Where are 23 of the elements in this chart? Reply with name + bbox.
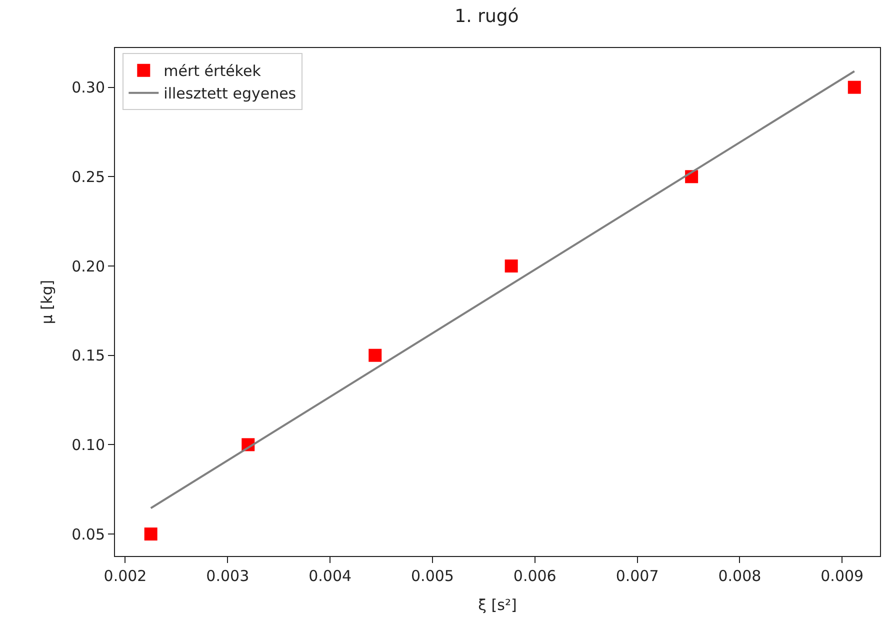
legend-label: illesztett egyenes (164, 84, 296, 103)
y-axis-title: μ [kg] (38, 280, 56, 324)
x-tick-label: 0.006 (513, 567, 556, 585)
x-tick-label: 0.009 (820, 567, 864, 585)
chart-title: 1. rugó (454, 6, 519, 28)
x-tick-label: 0.007 (616, 567, 659, 585)
y-tick-label: 0.25 (72, 168, 105, 186)
point (848, 80, 861, 94)
x-tick-label: 0.004 (308, 567, 352, 585)
point (144, 528, 158, 541)
point (504, 260, 518, 272)
legend-label: mért értékek (164, 62, 262, 80)
y-tick-label: 0.30 (72, 78, 105, 97)
y-tick-label: 0.10 (72, 436, 105, 454)
point (368, 348, 382, 362)
x-tick-label: 0.005 (410, 567, 454, 585)
x-tick-label: 0.008 (718, 567, 762, 585)
y-tick-label: 0.05 (72, 525, 105, 544)
x-axis-title: ξ [s²] (478, 596, 517, 614)
y-tick-label: 0.15 (72, 346, 105, 365)
x-tick-label: 0.002 (104, 567, 147, 585)
y-tick-label: 0.20 (72, 257, 105, 276)
x-tick-label: 0.003 (206, 567, 250, 585)
